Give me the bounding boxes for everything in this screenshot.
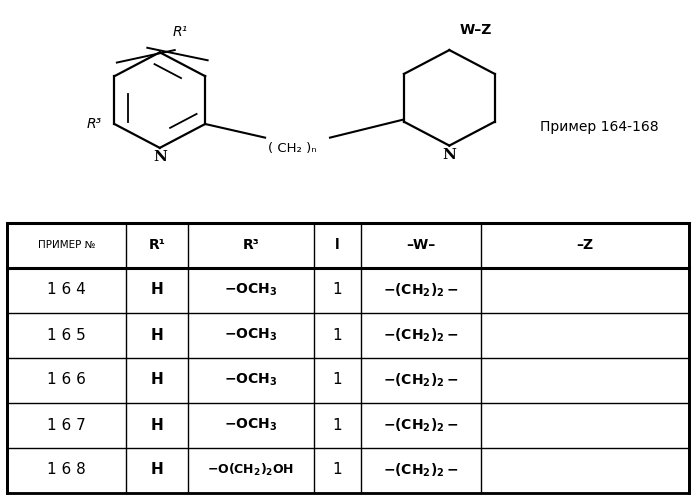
Text: $\mathbf{-(CH_2)_2-}$: $\mathbf{-(CH_2)_2-}$: [383, 416, 459, 434]
Text: H: H: [150, 418, 164, 432]
Text: 1: 1: [333, 372, 343, 388]
Text: $\mathbf{-(CH_2)_2-}$: $\mathbf{-(CH_2)_2-}$: [383, 462, 459, 478]
Text: O: O: [616, 470, 625, 483]
Text: 1 6 4: 1 6 4: [48, 282, 86, 298]
Text: 1 6 6: 1 6 6: [48, 372, 86, 388]
Text: $\mathbf{-OCH_3}$: $\mathbf{-OCH_3}$: [224, 372, 278, 388]
Text: R³: R³: [87, 117, 102, 131]
Text: R³: R³: [243, 238, 259, 252]
Text: H: H: [150, 328, 164, 342]
Text: H: H: [150, 282, 164, 298]
Text: H: H: [150, 372, 164, 388]
Text: $\mathbf{-OCH_3}$: $\mathbf{-OCH_3}$: [224, 327, 278, 343]
Text: $\mathbf{-(CH_2)_2-}$: $\mathbf{-(CH_2)_2-}$: [383, 282, 459, 298]
Text: O: O: [624, 287, 633, 300]
Text: Пример 164-168: Пример 164-168: [540, 120, 658, 134]
Text: S: S: [626, 324, 635, 336]
Text: R¹: R¹: [148, 238, 166, 252]
Text: 1 6 8: 1 6 8: [48, 462, 86, 477]
Text: H₃CO: H₃CO: [544, 366, 573, 376]
Text: –Z: –Z: [576, 238, 593, 252]
Text: O: O: [616, 425, 625, 438]
Text: $\mathbf{-(CH_2)_2-}$: $\mathbf{-(CH_2)_2-}$: [383, 372, 459, 388]
Text: 1: 1: [333, 328, 343, 342]
Text: R¹: R¹: [172, 25, 187, 39]
Text: 1: 1: [333, 462, 343, 477]
Text: ( CH₂ )ₙ: ( CH₂ )ₙ: [268, 142, 316, 155]
Text: O: O: [616, 408, 625, 421]
Text: H: H: [150, 462, 164, 477]
Text: $\mathbf{-OCH_3}$: $\mathbf{-OCH_3}$: [224, 282, 278, 298]
Text: 1 6 7: 1 6 7: [48, 418, 86, 432]
Text: W–Z: W–Z: [459, 22, 491, 36]
Text: 1 6 5: 1 6 5: [48, 328, 86, 342]
Text: N: N: [153, 150, 166, 164]
Text: N: N: [632, 374, 643, 386]
Text: $\mathbf{-OCH_3}$: $\mathbf{-OCH_3}$: [224, 417, 278, 433]
Text: ПРИМЕР №: ПРИМЕР №: [38, 240, 95, 250]
Text: 1: 1: [333, 282, 343, 298]
Text: $\mathbf{-(CH_2)_2-}$: $\mathbf{-(CH_2)_2-}$: [383, 326, 459, 344]
Text: –W–: –W–: [406, 238, 435, 252]
Text: l: l: [336, 238, 340, 252]
Text: O: O: [616, 453, 625, 466]
Text: N: N: [442, 148, 456, 162]
Text: O: O: [624, 276, 633, 289]
Text: 1: 1: [333, 418, 343, 432]
Text: $\mathbf{-O(CH_2)_2OH}$: $\mathbf{-O(CH_2)_2OH}$: [207, 462, 294, 478]
